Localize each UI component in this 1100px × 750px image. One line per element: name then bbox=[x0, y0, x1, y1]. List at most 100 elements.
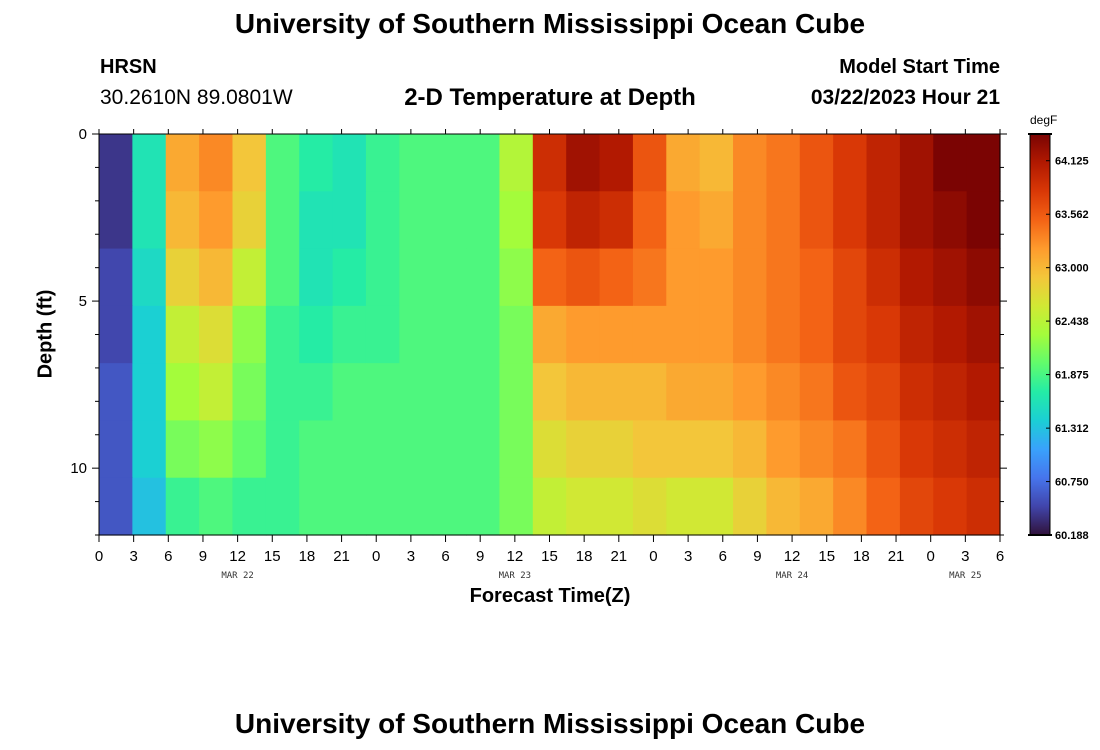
heatmap-cell bbox=[132, 305, 167, 364]
heatmap-cell bbox=[866, 420, 901, 479]
heatmap-cell bbox=[99, 477, 133, 536]
heatmap-cell bbox=[165, 477, 200, 536]
heatmap-cell bbox=[132, 363, 167, 422]
heatmap-cell bbox=[365, 363, 400, 422]
heatmap-cell bbox=[499, 420, 534, 479]
heatmap-cell bbox=[466, 420, 501, 479]
x-tick-label: 12 bbox=[784, 548, 801, 565]
x-tick-label: 12 bbox=[229, 548, 246, 565]
heatmap-cell bbox=[532, 305, 567, 364]
colorbar-tick-label: 62.438 bbox=[1055, 316, 1089, 328]
heatmap-cell bbox=[733, 134, 768, 192]
heatmap-cell bbox=[599, 134, 634, 192]
heatmap-cell bbox=[299, 134, 334, 192]
heatmap-cell bbox=[833, 420, 868, 479]
heatmap-cell bbox=[365, 248, 400, 307]
heatmap-cell bbox=[899, 477, 934, 536]
heatmap-cell bbox=[232, 248, 267, 307]
model-start-label: Model Start Time bbox=[839, 56, 1000, 78]
heatmap-cell bbox=[199, 363, 234, 422]
heatmap-cell bbox=[365, 134, 400, 192]
heatmap-cell bbox=[632, 477, 667, 536]
heatmap-cell bbox=[766, 248, 801, 307]
heatmap-cell bbox=[265, 477, 300, 536]
x-tick-label: 0 bbox=[649, 548, 657, 565]
x-tick-label: 21 bbox=[333, 548, 350, 565]
heatmap-cell bbox=[132, 134, 167, 192]
heatmap-cell bbox=[599, 191, 634, 250]
heatmap-cell bbox=[799, 305, 834, 364]
heatmap-cell bbox=[933, 305, 968, 364]
heatmap-cell bbox=[933, 477, 968, 536]
heatmap-cell bbox=[432, 134, 467, 192]
colorbar-tick-label: 60.188 bbox=[1055, 530, 1089, 542]
heatmap-cell bbox=[132, 477, 167, 536]
heatmap-cell bbox=[933, 363, 968, 422]
heatmap-cell bbox=[532, 363, 567, 422]
heatmap-cell bbox=[699, 477, 734, 536]
heatmap-cell bbox=[866, 477, 901, 536]
x-date-label: MAR 25 bbox=[949, 571, 982, 581]
heatmap-cell bbox=[499, 191, 534, 250]
heatmap-cell bbox=[199, 305, 234, 364]
heatmap-cell bbox=[299, 477, 334, 536]
heatmap-cell bbox=[899, 363, 934, 422]
heatmap-cell bbox=[899, 420, 934, 479]
heatmap-cell bbox=[99, 420, 133, 479]
x-tick-label: 6 bbox=[441, 548, 449, 565]
heatmap-cell bbox=[733, 305, 768, 364]
heatmap-cell bbox=[299, 248, 334, 307]
heatmap-cell bbox=[299, 420, 334, 479]
heatmap-cell bbox=[365, 420, 400, 479]
heatmap-cell bbox=[933, 420, 968, 479]
heatmap-cell bbox=[399, 305, 434, 364]
heatmap-cell bbox=[666, 420, 701, 479]
heatmap-cell bbox=[165, 191, 200, 250]
heatmap-cell bbox=[332, 420, 367, 479]
heatmap-cell bbox=[866, 248, 901, 307]
heatmap-cell bbox=[432, 248, 467, 307]
heatmap-cell bbox=[265, 305, 300, 364]
heatmap-cell bbox=[265, 134, 300, 192]
heatmap-cell bbox=[432, 305, 467, 364]
heatmap-cell bbox=[632, 363, 667, 422]
heatmap-cell bbox=[199, 477, 234, 536]
heatmap-cell bbox=[399, 420, 434, 479]
heatmap-cell bbox=[265, 191, 300, 250]
heatmap-cell bbox=[966, 477, 1001, 536]
heatmap-cell bbox=[933, 191, 968, 250]
heatmap-cell bbox=[365, 191, 400, 250]
heatmap-cell bbox=[632, 134, 667, 192]
heatmap-cell bbox=[666, 477, 701, 536]
x-tick-label: 6 bbox=[719, 548, 727, 565]
x-date-label: MAR 24 bbox=[776, 571, 809, 581]
heatmap-cell bbox=[799, 191, 834, 250]
heatmap-cell bbox=[899, 134, 934, 192]
heatmap-cell bbox=[165, 248, 200, 307]
heatmap-cell bbox=[532, 134, 567, 192]
heatmap-cell bbox=[566, 420, 601, 479]
heatmap-cell bbox=[899, 191, 934, 250]
heatmap-cell bbox=[532, 191, 567, 250]
heatmap-cell bbox=[632, 420, 667, 479]
heatmap-cell bbox=[733, 420, 768, 479]
heatmap-cell bbox=[332, 477, 367, 536]
heatmap-cell bbox=[733, 363, 768, 422]
heatmap-cell bbox=[933, 134, 968, 192]
colorbar-tick-label: 60.750 bbox=[1055, 477, 1089, 489]
y-tick-label: 10 bbox=[70, 460, 87, 477]
heatmap-cell bbox=[232, 477, 267, 536]
x-tick-label: 3 bbox=[407, 548, 415, 565]
heatmap-cell bbox=[966, 248, 1001, 307]
heatmap-cell bbox=[766, 305, 801, 364]
x-tick-label: 18 bbox=[576, 548, 593, 565]
heatmap-cell bbox=[499, 248, 534, 307]
heatmap-cell bbox=[132, 191, 167, 250]
heatmap-cell bbox=[966, 134, 1001, 192]
heatmap-cell bbox=[966, 420, 1001, 479]
x-tick-label: 6 bbox=[996, 548, 1004, 565]
heatmap-cell bbox=[699, 363, 734, 422]
x-tick-label: 0 bbox=[95, 548, 103, 565]
x-tick-label: 12 bbox=[507, 548, 524, 565]
